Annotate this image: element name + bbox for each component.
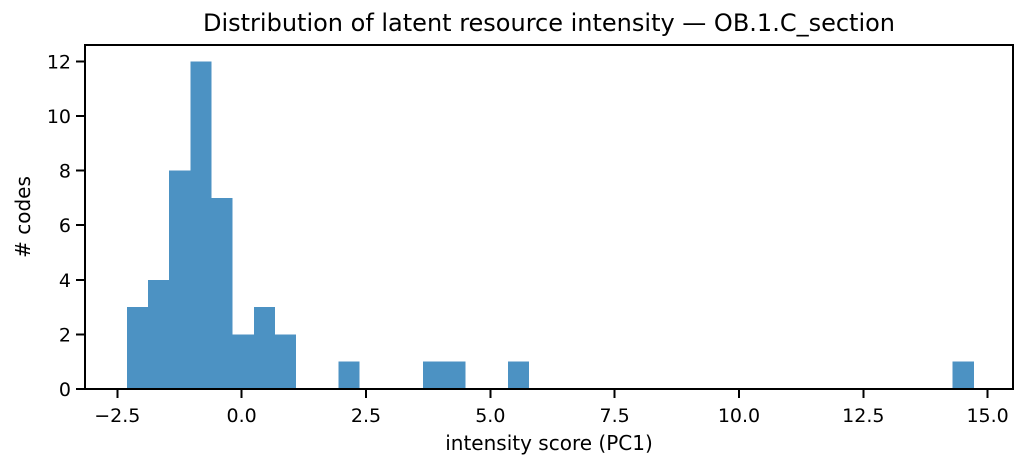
histogram-bar: [507, 361, 530, 389]
histogram-bar: [211, 197, 233, 389]
histogram-bar: [338, 361, 360, 389]
x-tick-label: 0.0: [227, 405, 257, 427]
y-tick-label: 8: [59, 161, 71, 183]
y-tick-label: 0: [59, 379, 71, 401]
histogram-bar: [253, 307, 276, 389]
x-axis-label: intensity score (PC1): [445, 431, 653, 455]
y-tick-label: 2: [59, 324, 71, 346]
x-tick-label: 10.0: [718, 405, 760, 427]
chart-title: Distribution of latent resource intensit…: [202, 9, 896, 37]
histogram-bar: [190, 61, 212, 389]
x-tick-label: 2.5: [351, 405, 381, 427]
x-tick-label: 12.5: [842, 405, 884, 427]
y-tick-label: 4: [59, 270, 71, 292]
x-tick-label: 15.0: [966, 405, 1008, 427]
histogram-bar: [169, 170, 191, 389]
x-tick-label: 5.0: [475, 405, 505, 427]
histogram-bar: [147, 279, 170, 389]
histogram-bar: [232, 334, 254, 389]
histogram-bar: [444, 361, 466, 389]
y-tick-label: 6: [59, 215, 71, 237]
histogram-bar: [126, 307, 148, 389]
x-tick-label: 7.5: [600, 405, 630, 427]
axes-spines: [84, 44, 1014, 390]
y-tick-label: 10: [47, 106, 71, 128]
histogram-bar: [423, 361, 445, 389]
histogram-bar: [952, 361, 974, 389]
x-tick-label: −2.5: [94, 405, 140, 427]
histogram-bar: [275, 334, 297, 389]
y-tick-label: 12: [47, 51, 71, 73]
